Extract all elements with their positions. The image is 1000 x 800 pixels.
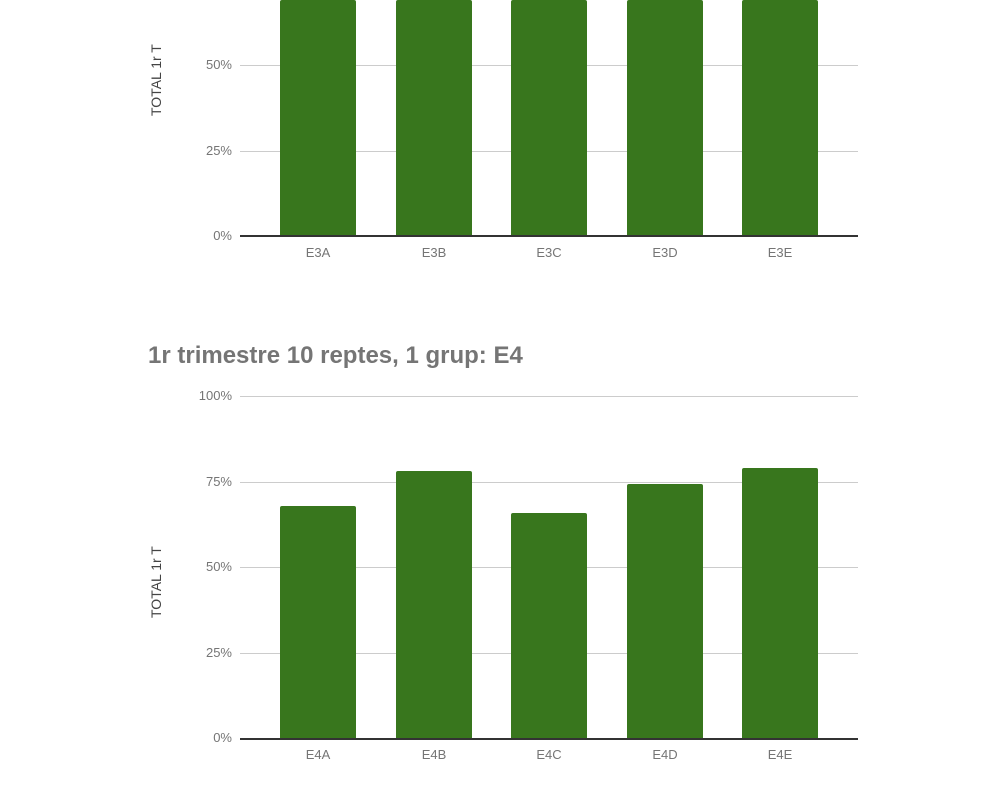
bar-e3b[interactable]	[396, 0, 472, 236]
gridline-100	[240, 396, 858, 397]
y-axis-label: TOTAL 1r T	[148, 44, 164, 116]
bar-e3a[interactable]	[280, 0, 356, 236]
plot-area	[240, 0, 858, 240]
x-label-e4a: E4A	[305, 747, 331, 762]
chart-title: 1r trimestre 10 reptes, 1 grup: E4	[148, 342, 523, 369]
bar-e4b[interactable]	[396, 471, 472, 739]
chart-e3: TOTAL 1r T 50% 25% 0% E3A E3B E3C E3D E3…	[0, 0, 1000, 300]
bar-e3d[interactable]	[627, 0, 703, 236]
bar-e4e[interactable]	[742, 468, 818, 739]
bar-e3c[interactable]	[511, 0, 587, 236]
y-tick-50: 50%	[205, 57, 232, 72]
gridline-75	[240, 482, 858, 483]
y-tick-100: 100%	[198, 388, 232, 403]
x-label-e3e: E3E	[767, 245, 793, 260]
x-axis-line	[240, 738, 858, 740]
x-axis-line	[240, 235, 858, 237]
y-tick-25: 25%	[205, 143, 232, 158]
y-tick-75: 75%	[205, 474, 232, 489]
plot-area	[240, 396, 858, 742]
y-axis-label: TOTAL 1r T	[148, 546, 164, 618]
x-label-e4e: E4E	[767, 747, 793, 762]
x-label-e3d: E3D	[652, 245, 678, 260]
x-label-e3c: E3C	[536, 245, 562, 260]
x-label-e3a: E3A	[305, 245, 331, 260]
bar-e4a[interactable]	[280, 506, 356, 739]
y-tick-50: 50%	[205, 559, 232, 574]
bar-e4c[interactable]	[511, 513, 587, 739]
y-tick-0: 0%	[213, 730, 232, 745]
bar-e3e[interactable]	[742, 0, 818, 236]
x-label-e3b: E3B	[421, 245, 447, 260]
x-label-e4d: E4D	[652, 747, 678, 762]
bar-e4d[interactable]	[627, 484, 703, 739]
chart-e4: 1r trimestre 10 reptes, 1 grup: E4 TOTAL…	[0, 330, 1000, 800]
x-label-e4c: E4C	[536, 747, 562, 762]
x-label-e4b: E4B	[421, 747, 447, 762]
y-tick-25: 25%	[205, 645, 232, 660]
y-tick-0: 0%	[213, 228, 232, 243]
